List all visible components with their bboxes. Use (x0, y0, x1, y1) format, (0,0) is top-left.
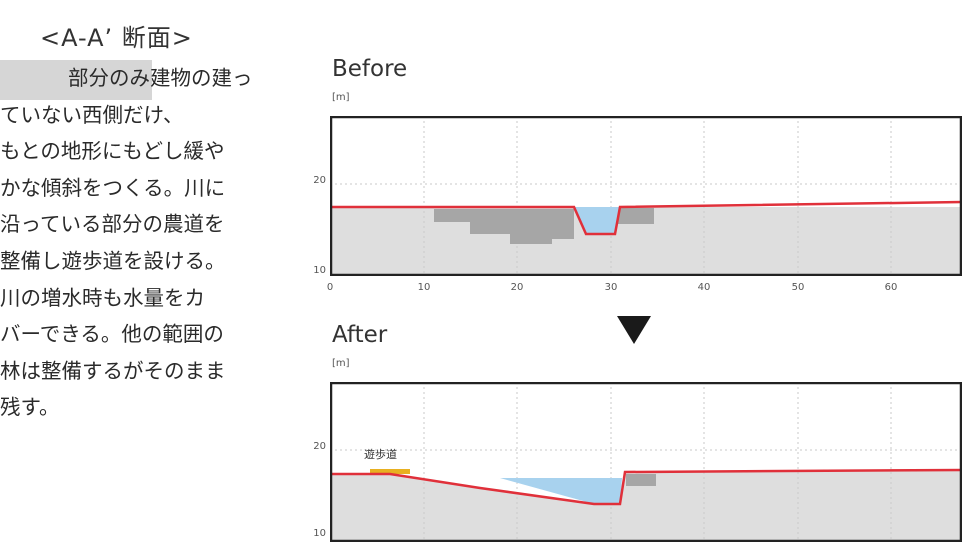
description-text: 部分のみ建物の建っ ていない西側だけ、 もとの地形にもどし緩や かな傾斜をつくる… (0, 60, 300, 426)
before-x-tick: 40 (697, 282, 711, 293)
promenade-marker (370, 469, 410, 474)
before-frame (330, 116, 962, 276)
description-line: ていない西側だけ、 (0, 102, 184, 127)
before-y-tick: 10 (313, 265, 326, 276)
section-title: <A-A’ 断面> (40, 24, 193, 52)
before-ground-line (330, 200, 962, 236)
before-x-tick: 60 (884, 282, 898, 293)
description-line: 整備し遊歩道を設ける。 (0, 248, 226, 273)
description-line: 部分のみ建物の建っ (68, 66, 253, 90)
description-line: 沿っている部分の農道を (0, 212, 225, 237)
before-y-tick: 20 (313, 175, 326, 186)
text-highlight (0, 60, 152, 100)
description-line: 川の増水時も水量をカ (0, 285, 205, 310)
description-line: 林は整備するがそのまま (0, 358, 226, 383)
before-gridlines (330, 116, 962, 276)
after-section-diagram (330, 382, 962, 542)
after-unit: [m] (332, 358, 350, 369)
before-x-tick: 30 (604, 282, 618, 293)
before-x-tick: 50 (791, 282, 805, 293)
before-structures (618, 208, 654, 224)
before-label: Before (332, 56, 408, 82)
after-ground-fill (330, 470, 962, 542)
description-line: かな傾斜をつくる。川に (0, 175, 226, 200)
description-line: もとの地形にもどし緩や (0, 139, 225, 164)
transition-arrow-icon (617, 316, 651, 344)
after-structures (626, 474, 656, 486)
before-structures (434, 209, 574, 244)
after-gridlines (330, 382, 962, 542)
description-line: 残す。 (0, 395, 60, 420)
before-unit: [m] (332, 92, 350, 103)
before-water (574, 207, 620, 234)
after-label: After (332, 322, 388, 348)
description-line: バーできる。他の範囲の (0, 322, 224, 347)
after-y-tick: 20 (313, 441, 326, 452)
before-section-diagram (330, 116, 962, 276)
promenade-label: 遊歩道 (364, 448, 397, 461)
before-x-tick: 10 (417, 282, 431, 293)
before-x-tick: 0 (326, 282, 334, 293)
after-ground-line (330, 468, 962, 506)
after-water (500, 478, 622, 504)
before-x-tick: 20 (510, 282, 524, 293)
